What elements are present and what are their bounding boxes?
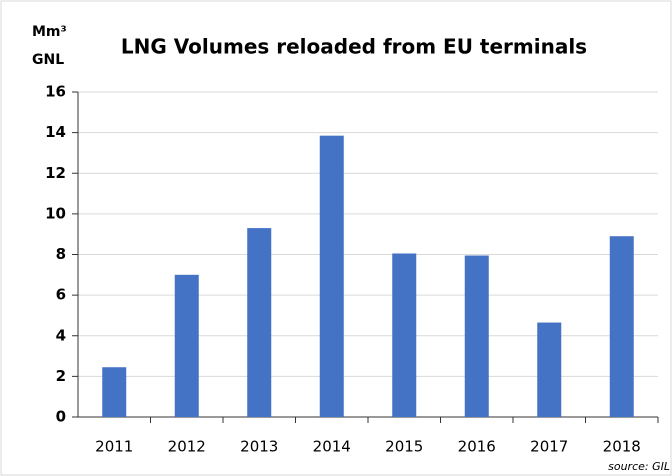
y-tick-label: 2 [56,367,66,385]
y-tick-label: 10 [45,204,66,222]
source-note: source: GIL [608,460,670,473]
x-tick-label: 2015 [385,438,423,456]
x-tick-label: 2017 [530,438,568,456]
bar [102,367,127,417]
x-tick-label: 2016 [458,438,496,456]
y-axis-label: GNL [32,52,64,68]
bar [247,228,272,417]
x-tick-label: 2018 [603,438,641,456]
y-tick-label: 0 [56,408,66,426]
x-tick-label: 2012 [168,438,206,456]
y-tick-label: 8 [56,245,66,263]
chart-title: LNG Volumes reloaded from EU terminals [121,35,587,59]
bar [392,253,417,417]
bar [537,322,562,417]
x-tick-label: 2011 [95,438,133,456]
y-tick-label: 14 [45,123,66,141]
y-tick-label: 12 [45,164,66,182]
bar [464,255,489,417]
y-tick-label: 6 [56,286,66,304]
y-tick-label: 16 [45,83,66,101]
bar [609,236,634,417]
y-axis-label: Mm³ [32,24,67,40]
x-tick-label: 2013 [240,438,278,456]
bar [174,274,199,417]
bar [319,135,344,417]
y-tick-label: 4 [56,326,66,344]
x-tick-label: 2014 [313,438,351,456]
